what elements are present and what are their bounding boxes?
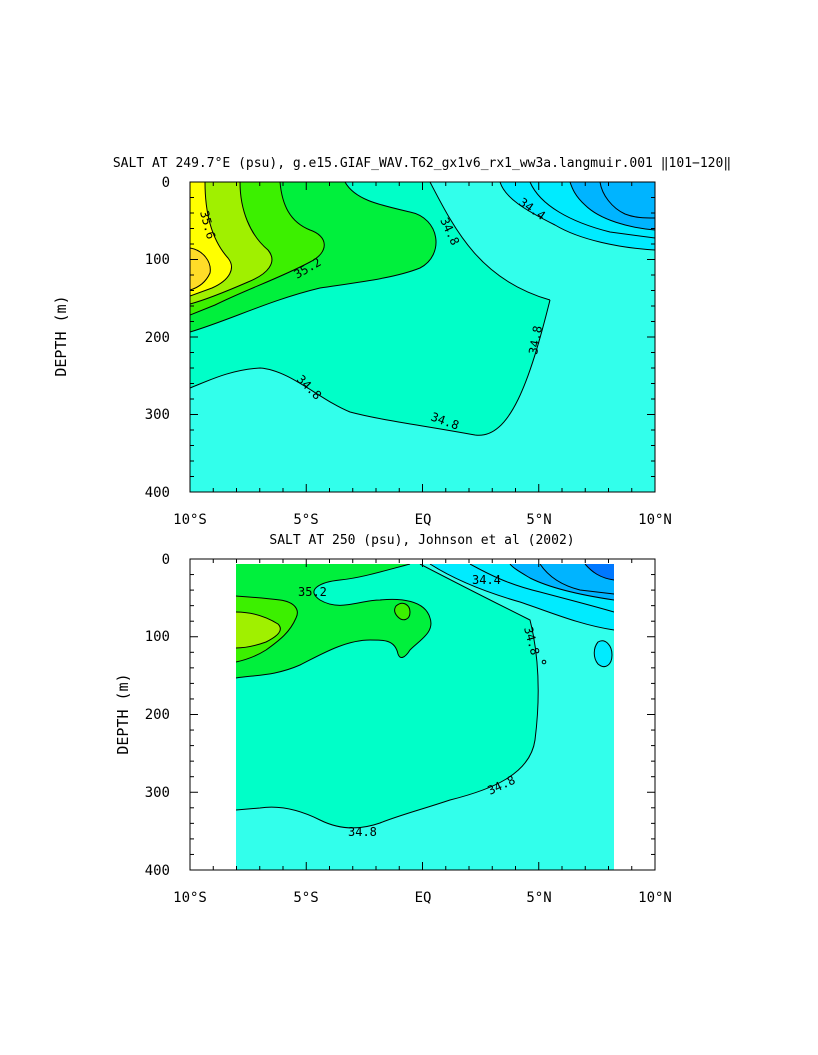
panel-1-y-axis-title: DEPTH (m) <box>52 295 70 376</box>
x-tick-label: 10°S <box>173 512 207 528</box>
panel-1-contour-fills <box>190 182 655 492</box>
y-tick-label: 0 <box>162 175 170 191</box>
fill-band-34.4-34.6-blob <box>594 640 612 667</box>
fill-band-35.2-35.4-eq <box>394 603 410 620</box>
y-tick-label: 300 <box>145 785 170 801</box>
panel-2-y-tick-labels: 0 100 200 300 400 <box>145 552 170 879</box>
panel-2-y-axis-title: DEPTH (m) <box>114 673 132 754</box>
y-tick-label: 0 <box>162 552 170 568</box>
fill-band-gt-35.8 <box>190 248 211 290</box>
y-tick-label: 100 <box>145 252 170 268</box>
y-tick-label: 200 <box>145 330 170 346</box>
y-tick-label: 400 <box>145 485 170 501</box>
x-tick-label: 5°S <box>293 890 318 906</box>
panel-2-contour-lines <box>236 564 614 829</box>
y-tick-label: 300 <box>145 407 170 423</box>
y-tick-label: 200 <box>145 707 170 723</box>
contour-label: 34.8 <box>348 825 377 839</box>
y-tick-label: 400 <box>145 863 170 879</box>
x-tick-label: 5°N <box>526 512 551 528</box>
x-tick-label: 5°N <box>526 890 551 906</box>
fill-band-35.0-35.2 <box>236 564 431 678</box>
contour-label: 34.8 <box>526 325 545 356</box>
panel-1-ticks <box>189 181 656 493</box>
x-tick-label: EQ <box>415 890 432 906</box>
panel-1-contour-lines <box>190 182 655 436</box>
panel-2-contour-fills <box>236 564 614 870</box>
fill-band-34.2-34.4 <box>570 182 655 230</box>
fill-band-35.4-35.6 <box>236 612 281 648</box>
panel-2-title: SALT AT 250 (psu), Johnson et al (2002) <box>269 533 574 548</box>
contour-label: 35.2 <box>298 585 327 599</box>
panel-1-y-tick-labels: 0 100 200 300 400 <box>145 175 170 501</box>
panel-1-title: SALT AT 249.7°E (psu), g.e15.GIAF_WAV.T6… <box>113 156 731 171</box>
panel-1-x-tick-labels: 10°S 5°S EQ 5°N 10°N <box>173 512 672 528</box>
panel-2-x-tick-labels: 10°S 5°S EQ 5°N 10°N <box>173 890 672 906</box>
fill-band-lt-34.2 <box>585 564 614 580</box>
x-tick-label: EQ <box>415 512 432 528</box>
panel-observations: SALT AT 250 (psu), Johnson et al (2002) … <box>114 533 672 906</box>
x-tick-label: 5°S <box>293 512 318 528</box>
x-tick-label: 10°N <box>638 512 672 528</box>
y-tick-label: 100 <box>145 629 170 645</box>
x-tick-label: 10°N <box>638 890 672 906</box>
x-tick-label: 10°S <box>173 890 207 906</box>
panel-model: SALT AT 249.7°E (psu), g.e15.GIAF_WAV.T6… <box>52 156 731 528</box>
contour-label: 34.4 <box>472 573 501 587</box>
panel-2-ticks <box>189 558 656 871</box>
